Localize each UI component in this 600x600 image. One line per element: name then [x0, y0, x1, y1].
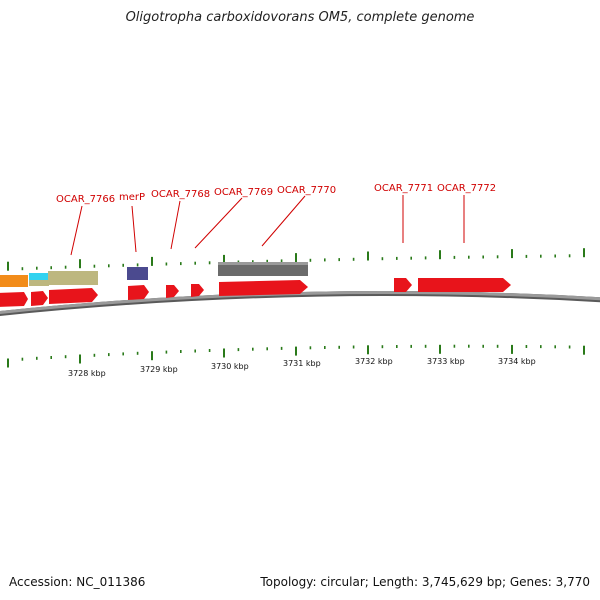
kbp-label-3728: 3728 kbp — [68, 369, 106, 378]
lower-tick-track — [7, 344, 585, 368]
kbp-label-3729: 3729 kbp — [140, 365, 178, 374]
accession-text: Accession: NC_011386 — [9, 575, 146, 589]
cds-arrows — [0, 278, 511, 307]
gene-label-ocar-7770[interactable]: OCAR_7770 — [277, 185, 336, 196]
kbp-scale-labels: 3728 kbp 3729 kbp 3730 kbp 3731 kbp 3732… — [68, 357, 536, 378]
leader-ocar-7770 — [261, 195, 306, 247]
upper-tick-track — [7, 248, 585, 271]
cds-arrow-2[interactable] — [31, 291, 48, 306]
feature-merp-block[interactable] — [127, 267, 148, 280]
leader-ocar-7768 — [170, 200, 181, 250]
feature-cyan-block[interactable] — [29, 273, 49, 280]
upper-strand-features — [0, 262, 308, 287]
kbp-label-3734: 3734 kbp — [498, 357, 536, 366]
cds-arrow-1[interactable] — [0, 292, 28, 307]
gene-label-leaders — [70, 195, 465, 256]
kbp-label-3730: 3730 kbp — [211, 362, 249, 371]
cds-arrow-6[interactable] — [191, 284, 204, 297]
gene-label-merp[interactable]: merP — [119, 192, 145, 203]
cds-arrow-4[interactable] — [128, 285, 149, 300]
cds-arrow-7[interactable] — [219, 280, 308, 296]
gene-label-ocar-7768[interactable]: OCAR_7768 — [151, 189, 210, 200]
gene-labels: OCAR_7766 merP OCAR_7768 OCAR_7769 OCAR_… — [56, 183, 496, 205]
feature-khaki-block-small[interactable] — [29, 280, 49, 286]
gene-label-ocar-7769[interactable]: OCAR_7769 — [214, 187, 273, 198]
gene-label-ocar-7766[interactable]: OCAR_7766 — [56, 194, 115, 205]
feature-gray-block[interactable] — [218, 262, 308, 276]
leader-merp — [131, 205, 137, 253]
cds-arrow-5[interactable] — [166, 285, 179, 298]
feature-gray-block-highlight — [218, 262, 308, 265]
leader-ocar-7769 — [194, 197, 243, 249]
gene-label-ocar-7771[interactable]: OCAR_7771 — [374, 183, 433, 194]
feature-khaki-block[interactable] — [48, 271, 98, 285]
genome-title: Oligotropha carboxidovorans OM5, complet… — [125, 10, 475, 25]
genome-summary-text: Topology: circular; Length: 3,745,629 bp… — [260, 575, 590, 589]
leader-ocar-7766 — [70, 205, 83, 256]
cds-arrow-3[interactable] — [49, 288, 98, 304]
kbp-label-3732: 3732 kbp — [355, 357, 393, 366]
feature-orange-block[interactable] — [0, 275, 28, 287]
cds-arrow-8[interactable] — [394, 278, 412, 292]
cds-arrow-9[interactable] — [418, 278, 511, 292]
gene-label-ocar-7772[interactable]: OCAR_7772 — [437, 183, 496, 194]
kbp-label-3731: 3731 kbp — [283, 359, 321, 368]
kbp-label-3733: 3733 kbp — [427, 357, 465, 366]
